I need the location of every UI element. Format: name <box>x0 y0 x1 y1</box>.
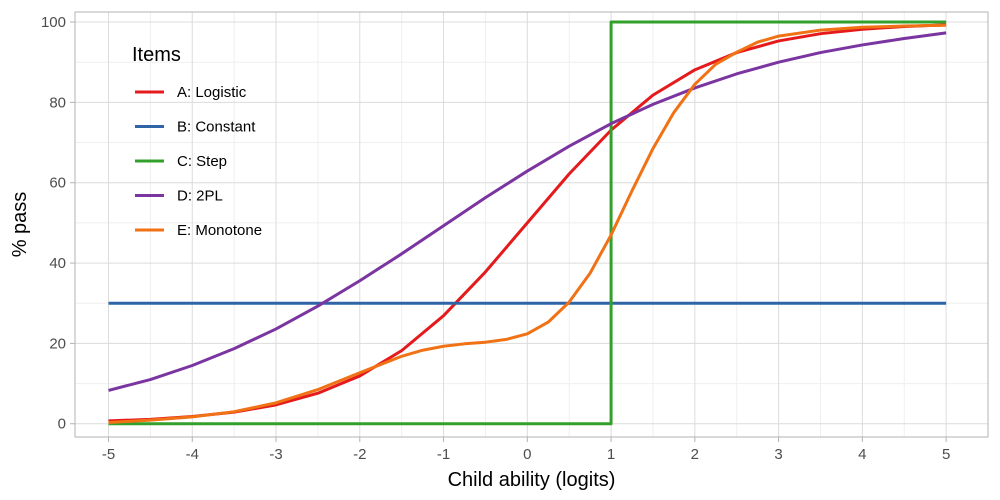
y-tick-label: 100 <box>41 14 66 31</box>
x-tick-label: -4 <box>186 446 199 463</box>
legend-title: Items <box>132 44 181 66</box>
series-line-e <box>108 23 947 425</box>
y-axis-title: % pass <box>9 192 31 258</box>
series-line-d <box>108 31 947 392</box>
x-tick-label: -1 <box>437 446 450 463</box>
x-tick-label: -5 <box>102 446 115 463</box>
legend-label: E: Monotone <box>177 222 262 239</box>
x-tick-label: 4 <box>858 446 866 463</box>
y-tick-label: 80 <box>49 94 66 111</box>
legend-label: B: Constant <box>177 119 256 136</box>
y-tick-label: 20 <box>49 335 66 352</box>
x-axis-title: Child ability (logits) <box>448 469 616 491</box>
y-tick-label: 0 <box>58 416 66 433</box>
x-tick-label: -3 <box>269 446 282 463</box>
series-line-c <box>108 20 947 426</box>
legend-label: A: Logistic <box>177 84 247 101</box>
x-tick-label: 5 <box>942 446 950 463</box>
x-tick-label: 1 <box>607 446 615 463</box>
x-axis: -5 -4 -3 -2 -1 0 1 2 3 4 5 <box>102 437 950 463</box>
legend-label: C: Step <box>177 153 227 170</box>
legend-label: D: 2PL <box>177 188 223 205</box>
x-tick-label: 0 <box>523 446 531 463</box>
y-tick-label: 60 <box>49 175 66 192</box>
x-tick-label: -2 <box>353 446 366 463</box>
y-axis: 0 20 40 60 80 100 <box>41 14 75 433</box>
series-layer <box>108 20 947 426</box>
x-tick-label: 3 <box>774 446 782 463</box>
legend: Items A: Logistic B: Constant C: Step D: 2P… <box>132 44 262 239</box>
y-tick-label: 40 <box>49 255 66 272</box>
x-tick-label: 2 <box>691 446 699 463</box>
panel-border <box>74 11 989 438</box>
